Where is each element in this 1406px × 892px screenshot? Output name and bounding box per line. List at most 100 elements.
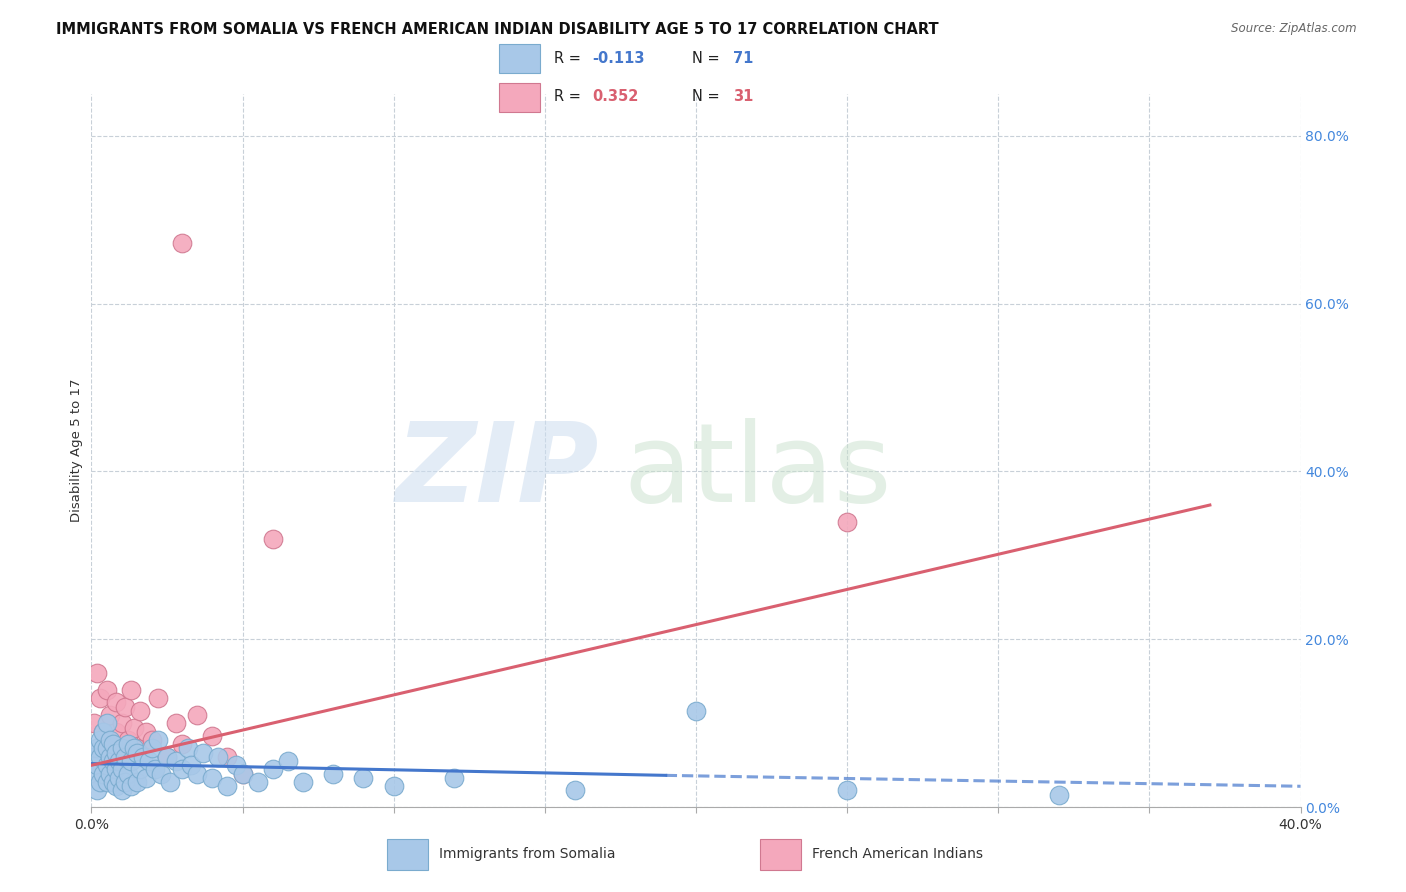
Point [93, 724, 115, 739]
Point [111, 741, 132, 756]
Point [135, 724, 157, 739]
Point [138, 754, 160, 768]
Bar [388, 839, 427, 870]
Point [96, 775, 118, 789]
Point [231, 766, 253, 780]
Bar [499, 44, 540, 73]
Point [125, 775, 148, 789]
Point [93, 724, 115, 739]
Point [117, 733, 139, 747]
Text: atlas: atlas [623, 418, 891, 525]
Point [96, 682, 118, 697]
Point [86, 758, 108, 772]
Point [89, 691, 111, 706]
Point [172, 763, 194, 777]
Point [207, 750, 229, 764]
Point [107, 771, 129, 785]
Point [225, 758, 247, 772]
Point [1047, 788, 1070, 802]
Point [93, 741, 115, 756]
Point [98, 766, 121, 780]
Point [132, 750, 155, 764]
Point [96, 716, 118, 731]
Point [120, 754, 142, 768]
Point [120, 779, 142, 793]
Point [107, 746, 129, 760]
Point [93, 766, 115, 780]
Point [292, 775, 315, 789]
Point [104, 763, 127, 777]
Point [89, 775, 111, 789]
Point [146, 691, 169, 706]
Text: R =: R = [554, 51, 585, 66]
Y-axis label: Disability Age 5 to 17: Disability Age 5 to 17 [70, 379, 83, 522]
Point [101, 775, 124, 789]
Point [111, 783, 132, 797]
Point [101, 737, 124, 751]
Point [277, 754, 299, 768]
Point [186, 766, 208, 780]
Point [186, 707, 208, 722]
Bar [499, 83, 540, 112]
Point [98, 750, 121, 764]
Point [564, 783, 586, 797]
Point [201, 729, 224, 743]
Point [262, 763, 284, 777]
Point [104, 779, 127, 793]
Point [111, 763, 132, 777]
Point [141, 733, 163, 747]
Text: 71: 71 [733, 51, 754, 66]
Point [122, 741, 145, 756]
Point [86, 665, 108, 680]
Point [104, 695, 127, 709]
Point [128, 763, 150, 777]
Point [89, 750, 111, 764]
Point [114, 775, 136, 789]
Point [120, 682, 142, 697]
Text: IMMIGRANTS FROM SOMALIA VS FRENCH AMERICAN INDIAN DISABILITY AGE 5 TO 17 CORRELA: IMMIGRANTS FROM SOMALIA VS FRENCH AMERIC… [56, 22, 939, 37]
Text: French American Indians: French American Indians [811, 847, 983, 861]
Point [156, 750, 179, 764]
Point [165, 716, 187, 731]
Point [180, 758, 202, 772]
Point [217, 779, 239, 793]
Point [125, 746, 148, 760]
Point [135, 771, 157, 785]
Point [156, 750, 179, 764]
Point [382, 779, 405, 793]
Point [98, 707, 121, 722]
Bar [761, 839, 800, 870]
Point [685, 704, 707, 718]
Point [96, 741, 118, 756]
Point [835, 515, 858, 529]
Text: Immigrants from Somalia: Immigrants from Somalia [439, 847, 616, 861]
Point [177, 741, 200, 756]
Text: 0.352: 0.352 [592, 89, 638, 103]
Point [165, 754, 187, 768]
Point [246, 775, 269, 789]
Point [262, 532, 284, 546]
Point [86, 783, 108, 797]
Point [125, 741, 148, 756]
Point [146, 733, 169, 747]
Point [172, 737, 194, 751]
Point [98, 733, 121, 747]
Point [101, 754, 124, 768]
Point [101, 737, 124, 751]
Point [172, 236, 194, 251]
Point [231, 766, 253, 780]
Point [122, 721, 145, 735]
Text: R =: R = [554, 89, 585, 103]
Point [117, 737, 139, 751]
Point [835, 783, 858, 797]
Point [217, 750, 239, 764]
Text: N =: N = [692, 51, 724, 66]
Point [96, 733, 118, 747]
Point [117, 766, 139, 780]
Text: N =: N = [692, 89, 724, 103]
Point [443, 771, 465, 785]
Point [128, 704, 150, 718]
Point [107, 754, 129, 768]
Point [159, 775, 181, 789]
Text: -0.113: -0.113 [592, 51, 644, 66]
